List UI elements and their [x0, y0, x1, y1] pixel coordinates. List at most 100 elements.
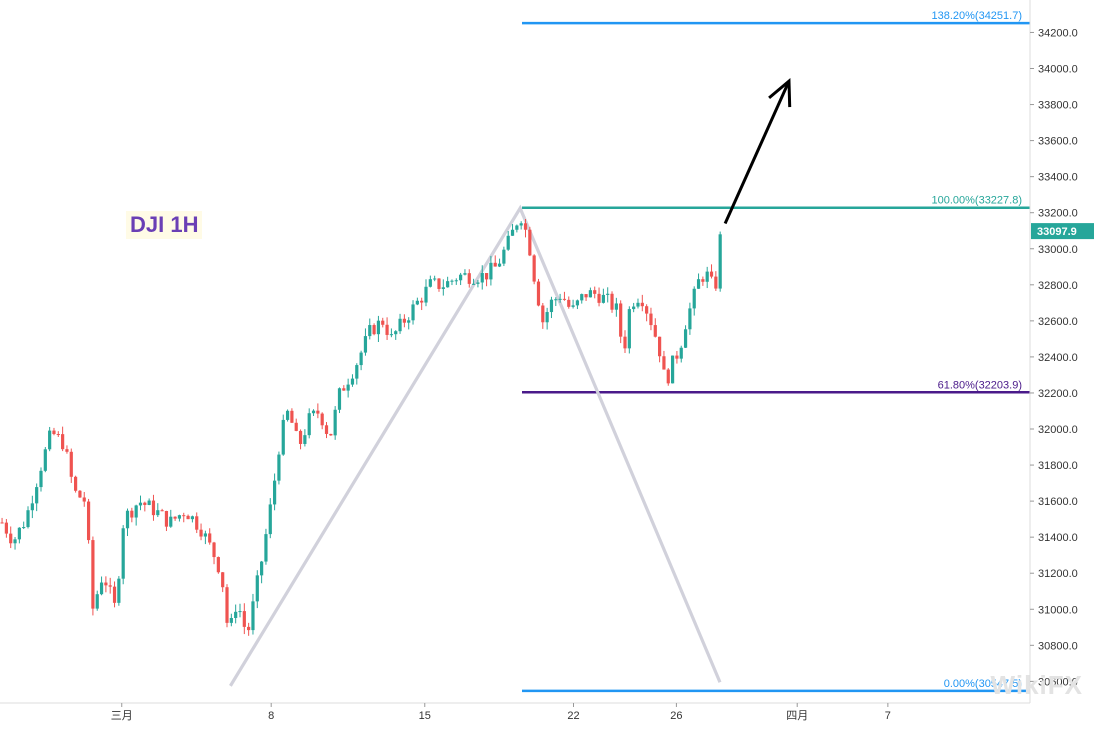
candle-body	[658, 336, 662, 357]
candle-body	[619, 303, 623, 337]
candle-body	[199, 529, 203, 537]
candle-body	[675, 355, 679, 359]
candle-body	[359, 352, 363, 366]
candle-body	[316, 410, 320, 414]
candle-body	[147, 500, 151, 505]
y-tick-label: 31800.0	[1038, 460, 1078, 472]
candle-body	[95, 594, 99, 609]
candle-body	[164, 510, 169, 527]
x-tick-label: 15	[419, 710, 431, 722]
candle-body	[203, 533, 207, 537]
candle-body	[35, 487, 39, 504]
candle-body	[125, 510, 130, 529]
candle-body	[108, 585, 112, 587]
candle-body	[424, 286, 428, 303]
y-axis[interactable]: 30600.0 30800.0 31000.0 31200.0 31400.0 31600…	[1029, 0, 1094, 703]
candle-body	[441, 287, 445, 289]
candle-body	[372, 325, 376, 335]
candle-body	[411, 304, 415, 321]
candle-body	[121, 528, 125, 579]
y-tick-label: 31400.0	[1038, 532, 1078, 544]
candle-body	[264, 534, 268, 562]
candle-body	[281, 419, 285, 455]
candle-body	[30, 503, 34, 511]
candle-body	[285, 410, 290, 420]
candle-body	[190, 516, 195, 520]
candle-body	[471, 283, 476, 285]
candle-body	[48, 430, 52, 450]
candle-body	[580, 294, 584, 301]
candle-body	[545, 312, 549, 323]
candle-body	[221, 572, 225, 588]
y-tick-label: 31600.0	[1038, 496, 1078, 508]
candle-body	[385, 324, 389, 335]
candle-body	[260, 561, 264, 576]
candle-body	[151, 500, 156, 516]
candle-body	[298, 430, 303, 444]
candle-body	[714, 276, 718, 289]
candle-body	[143, 502, 147, 505]
candle-body	[13, 539, 17, 544]
candle-body	[662, 356, 666, 370]
candle-body	[242, 611, 246, 627]
candle-body	[554, 299, 558, 301]
candle-body	[506, 235, 510, 250]
candle-body	[476, 282, 480, 284]
candle-body	[459, 274, 463, 281]
candle-body	[593, 290, 597, 294]
candle-body	[86, 501, 91, 541]
candle-body	[398, 318, 402, 332]
candle-body	[117, 578, 121, 603]
y-tick-label: 30800.0	[1038, 640, 1078, 652]
candle-body	[169, 516, 173, 527]
x-tick-label: 8	[268, 710, 274, 722]
candle-body	[337, 388, 342, 410]
candle-body	[437, 278, 441, 289]
current-price-badge	[1031, 223, 1094, 240]
y-tick-label: 34200.0	[1038, 27, 1078, 39]
candle-body	[415, 300, 419, 305]
candle-body	[420, 300, 424, 303]
candle-body	[670, 355, 675, 384]
candle-body	[130, 510, 134, 518]
candle-body	[9, 533, 13, 544]
candle-body	[601, 294, 605, 303]
candle-body	[78, 490, 82, 498]
candle-body	[705, 271, 709, 282]
candle-body	[610, 293, 614, 310]
y-tick-label: 33600.0	[1038, 136, 1078, 148]
candle-body	[290, 410, 294, 423]
candle-body	[407, 320, 411, 323]
candle-body	[480, 273, 484, 283]
candle-body	[502, 249, 506, 264]
candle-body	[0, 522, 4, 524]
arrow-group	[723, 77, 792, 225]
candle-body	[320, 413, 324, 426]
candle-body	[389, 334, 393, 336]
candle-body	[39, 470, 43, 488]
candle-body	[277, 454, 281, 481]
candle-body	[701, 279, 705, 282]
candle-body	[82, 497, 86, 502]
candle-body	[523, 223, 528, 230]
candle-body	[177, 515, 182, 519]
y-tick-label: 31000.0	[1038, 604, 1078, 616]
x-axis[interactable]: 三月 8 15 22 26 四月 7	[0, 702, 1030, 722]
x-tick-label: 三月	[111, 710, 133, 722]
candle-body	[679, 347, 683, 359]
candle-body	[433, 278, 437, 280]
candle-body	[173, 516, 177, 519]
y-tick-label: 33400.0	[1038, 172, 1078, 184]
candle-body	[74, 476, 78, 491]
fib-level-label: 138.20%(34251.7)	[931, 10, 1022, 22]
candle-body	[355, 365, 359, 379]
candle-body	[99, 582, 104, 595]
candle-body	[26, 510, 30, 528]
y-tick-label: 32400.0	[1038, 352, 1078, 364]
candle-body	[571, 305, 575, 307]
y-tick-label: 32200.0	[1038, 388, 1078, 400]
candle-body	[510, 229, 515, 236]
